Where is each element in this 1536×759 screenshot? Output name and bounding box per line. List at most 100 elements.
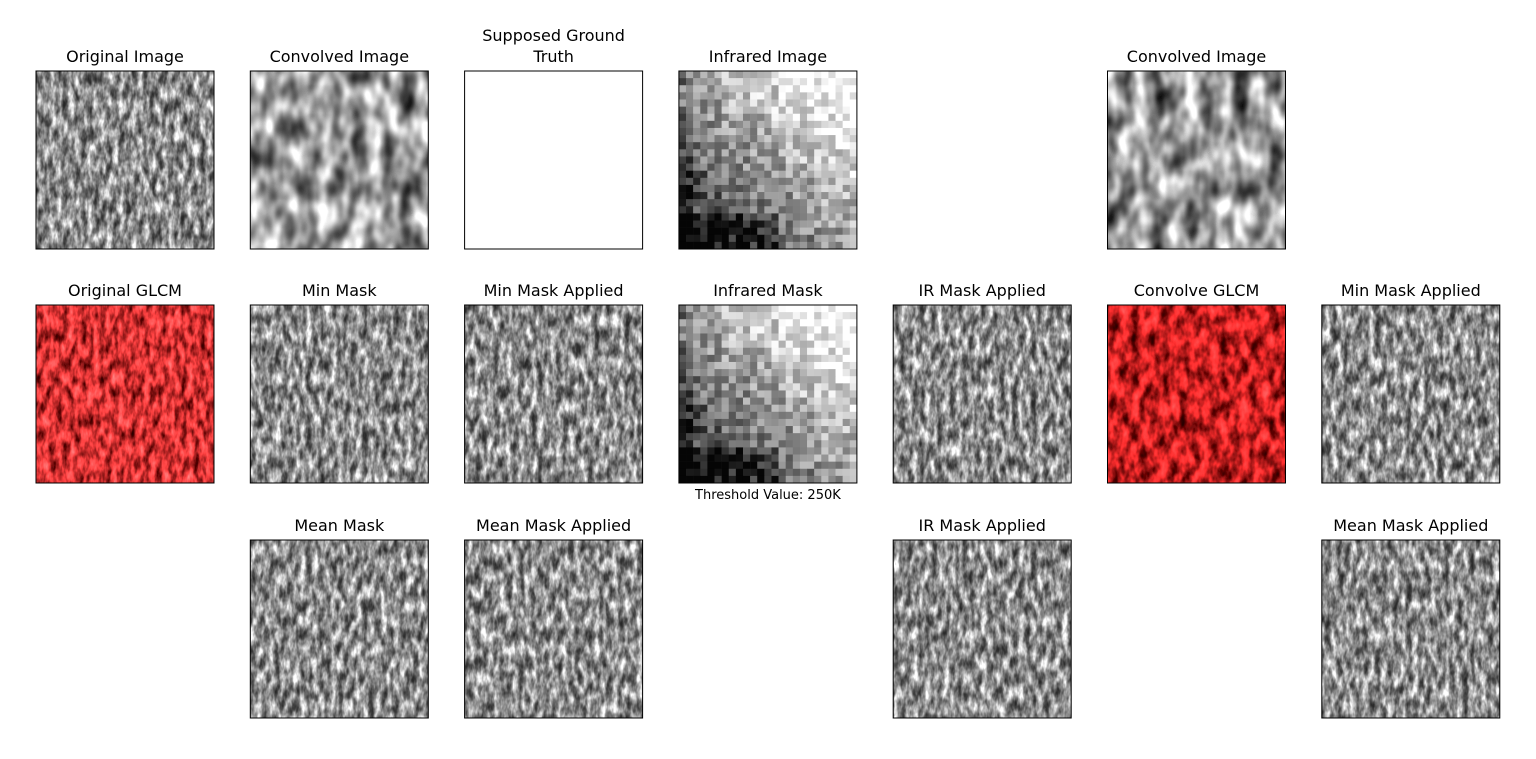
ir-pixel — [735, 397, 744, 405]
ir-pixel — [750, 354, 758, 363]
ir-pixel — [686, 354, 694, 363]
ir-pixel — [849, 184, 858, 193]
ir-pixel — [828, 199, 836, 207]
ir-pixel — [771, 383, 779, 391]
ir-pixel — [757, 354, 765, 363]
ir-pixel — [721, 433, 730, 441]
ir-pixel — [757, 376, 765, 384]
ir-pixel — [849, 383, 858, 391]
ir-pixel — [721, 170, 730, 179]
ir-pixel — [849, 199, 858, 207]
ir-pixel — [735, 305, 744, 313]
ir-pixel — [693, 234, 701, 243]
ir-pixel — [814, 142, 822, 150]
ir-pixel — [700, 333, 708, 341]
ir-pixel — [700, 113, 708, 122]
ir-pixel — [842, 433, 851, 441]
ir-pixel — [700, 99, 708, 107]
ir-pixel — [835, 475, 843, 484]
panel: Original Image — [35, 47, 215, 250]
ir-pixel — [735, 340, 744, 349]
ir-pixel — [849, 127, 858, 136]
ir-pixel — [807, 468, 815, 477]
ir-pixel — [799, 156, 808, 164]
ir-pixel — [835, 220, 843, 228]
ir-pixel — [742, 326, 751, 334]
ir-pixel — [771, 305, 779, 313]
ir-pixel — [742, 461, 751, 470]
ir-pixel — [778, 163, 786, 171]
ir-pixel — [728, 333, 737, 341]
ir-pixel — [728, 390, 737, 398]
ir-pixel — [828, 220, 836, 228]
ir-pixel — [764, 184, 772, 193]
ir-pixel — [742, 354, 751, 363]
ir-pixel — [771, 404, 779, 413]
ir-pixel — [807, 177, 815, 186]
ir-pixel — [849, 376, 858, 384]
ir-pixel — [750, 404, 758, 413]
ir-pixel — [849, 220, 858, 228]
ir-pixel — [728, 213, 737, 221]
ir-pixel — [835, 326, 843, 334]
panel: Min Mask Applied — [1321, 281, 1501, 484]
ir-pixel — [792, 113, 801, 122]
ir-pixel — [678, 426, 687, 434]
ir-pixel — [700, 163, 708, 171]
ir-pixel — [721, 92, 730, 100]
ir-pixel — [799, 199, 808, 207]
ir-pixel — [828, 333, 836, 341]
ir-pixel — [735, 433, 744, 441]
ir-pixel — [814, 85, 822, 93]
ir-pixel — [757, 347, 765, 356]
ir-pixel — [728, 206, 737, 214]
panel: IR Mask Applied — [892, 281, 1072, 484]
ir-pixel — [814, 404, 822, 413]
ir-pixel — [785, 170, 794, 179]
ir-pixel — [750, 447, 758, 455]
ir-pixel — [678, 390, 687, 398]
ir-pixel — [821, 390, 829, 398]
ir-pixel — [764, 454, 772, 462]
ir-pixel — [792, 71, 801, 79]
ir-pixel — [707, 319, 715, 327]
ir-pixel — [828, 213, 836, 221]
ir-pixel — [735, 170, 744, 179]
ir-pixel — [750, 170, 758, 179]
ir-pixel — [735, 149, 744, 157]
ir-pixel — [792, 213, 801, 221]
ir-pixel — [778, 213, 786, 221]
ir-pixel — [799, 326, 808, 334]
ir-pixel — [842, 426, 851, 434]
panel-title: Infrared Image — [709, 47, 827, 66]
ir-pixel — [757, 326, 765, 334]
ir-pixel — [721, 241, 730, 250]
ir-pixel — [821, 192, 829, 200]
ir-pixel — [728, 177, 737, 186]
ir-pixel — [750, 361, 758, 370]
ir-pixel — [757, 447, 765, 455]
ir-pixel — [693, 99, 701, 107]
panel-title: IR Mask Applied — [919, 516, 1046, 535]
ir-pixel — [842, 163, 851, 171]
ir-pixel — [742, 99, 751, 107]
ir-pixel — [771, 361, 779, 370]
ir-pixel — [686, 71, 694, 79]
panel-title: Min Mask — [302, 281, 377, 300]
ir-pixel — [778, 192, 786, 200]
ir-pixel — [807, 227, 815, 236]
ir-pixel — [707, 120, 715, 129]
ir-pixel — [678, 184, 687, 193]
ir-pixel — [814, 433, 822, 441]
ir-pixel — [686, 127, 694, 136]
panel-title: Supposed Ground — [482, 26, 625, 45]
ir-pixel — [707, 127, 715, 136]
ir-pixel — [750, 383, 758, 391]
ir-pixel — [693, 305, 701, 313]
panel: Convolve GLCM — [1107, 281, 1286, 484]
ir-pixel — [821, 220, 829, 228]
ir-pixel — [693, 220, 701, 228]
ir-pixel — [835, 404, 843, 413]
ir-pixel — [814, 475, 822, 484]
